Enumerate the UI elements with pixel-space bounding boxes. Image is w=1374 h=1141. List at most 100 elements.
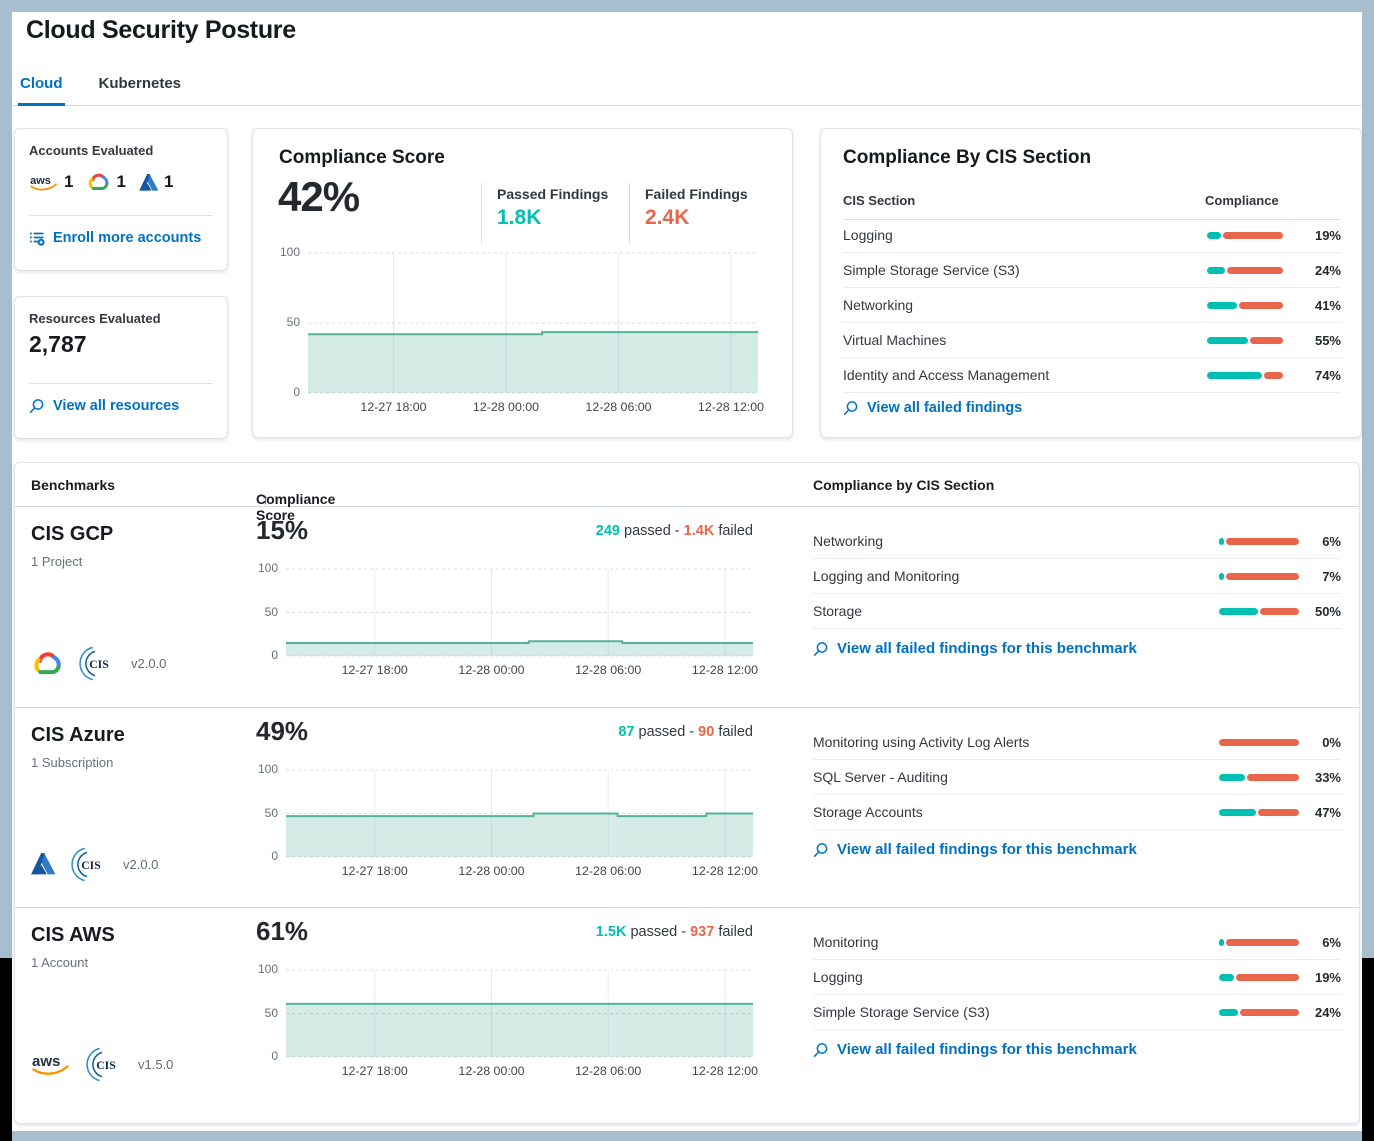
enroll-more-accounts-link[interactable]: Enroll more accounts <box>29 230 201 246</box>
passed-failed-summary: 87 passed - 90 failed <box>618 724 753 740</box>
cis-azure-trend-chart: 0 50 100 12-27 18:00 12-28 00:00 12-28 06:00 1… <box>257 762 759 878</box>
view-all-failed-findings-link[interactable]: View all failed findings <box>843 400 1022 416</box>
view-failed-findings-benchmark-link[interactable]: View all failed findings for this benchm… <box>813 1041 1137 1058</box>
compliance-bar <box>1219 738 1299 746</box>
gcp-account-count: 1 <box>86 172 126 192</box>
azure-account-count: 1 <box>139 172 173 192</box>
cis-benchmark-logo-icon: CIS <box>86 1047 116 1081</box>
svg-text:aws: aws <box>32 1053 60 1070</box>
benchmarks-table: Benchmarks Compliance Score ↑ Compliance … <box>14 462 1361 1124</box>
table-row: SQL Server - Auditing 33% <box>813 760 1341 795</box>
benchmark-cis-sections: Monitoring 6% Logging 19% Simple Storage S… <box>813 925 1341 1030</box>
compliance-bar <box>1207 231 1283 239</box>
benchmark-row-cis-aws: CIS AWS 1 Account aws CIS v1.5.0 61% 1.5K … <box>15 907 1361 1107</box>
passed-findings-value: 1.8K <box>497 206 542 229</box>
table-row: Networking 6% <box>813 524 1341 559</box>
compliance-by-cis-section-card: Compliance By CIS Section CIS Section Co… <box>820 128 1362 438</box>
table-row: Monitoring using Activity Log Alerts 0% <box>813 725 1341 760</box>
page-title: Cloud Security Posture <box>26 16 296 44</box>
view-failed-findings-benchmark-link[interactable]: View all failed findings for this benchm… <box>813 841 1137 858</box>
cis-section-card-title: Compliance By CIS Section <box>843 147 1092 168</box>
benchmark-cis-sections: Networking 6% Logging and Monitoring 7% St… <box>813 524 1341 629</box>
cis-benchmark-logo-icon: CIS <box>71 847 101 881</box>
overall-compliance-score: 42% <box>278 173 360 220</box>
table-row: Monitoring 6% <box>813 925 1341 960</box>
table-row: Simple Storage Service (S3) 24% <box>813 995 1341 1030</box>
table-row: Storage 50% <box>813 594 1341 629</box>
svg-text:CIS: CIS <box>96 1058 115 1071</box>
cis-benchmark-logo-icon: CIS <box>79 646 109 680</box>
compliance-bar <box>1219 973 1299 981</box>
col-cis-section: CIS Section <box>843 193 916 208</box>
compliance-bar <box>1207 301 1283 309</box>
view-all-resources-link[interactable]: View all resources <box>29 398 179 414</box>
table-row: Simple Storage Service (S3) 24% <box>843 253 1341 288</box>
table-row: Storage Accounts 47% <box>813 795 1341 830</box>
cis-table-header: CIS Section Compliance <box>843 193 1341 220</box>
benchmark-score: 15% <box>256 515 309 545</box>
screen-background-strip <box>1362 958 1374 1141</box>
benchmark-cis-sections: Monitoring using Activity Log Alerts 0% S… <box>813 725 1341 830</box>
compliance-bar <box>1219 808 1299 816</box>
compliance-bar <box>1219 537 1299 545</box>
compliance-bar <box>1219 773 1299 781</box>
tab-kubernetes[interactable]: Kubernetes <box>98 75 182 92</box>
sort-ascending-icon: ↑ <box>262 491 269 507</box>
benchmark-logos: aws CIS v1.5.0 <box>31 1044 173 1084</box>
benchmark-version: v2.0.0 <box>123 856 159 872</box>
passed-findings-stat: Passed Findings 1.8K <box>497 186 609 229</box>
resources-evaluated-title: Resources Evaluated <box>29 311 161 326</box>
search-icon <box>813 641 828 656</box>
compliance-bar <box>1207 336 1283 344</box>
compliance-score-trend-chart: 0 50 100 12-27 18:00 12-28 00:00 12-28 06:00 1… <box>279 245 765 414</box>
benchmark-score: 61% <box>256 916 309 946</box>
azure-logo-icon <box>139 173 159 191</box>
cloud-security-posture-page: Cloud Security Posture Cloud Kubernetes … <box>12 12 1362 1131</box>
compliance-score-card: Compliance Score 42% Passed Findings 1.8… <box>252 128 793 438</box>
azure-logo-icon <box>31 853 56 875</box>
cis-gcp-trend-chart: 0 50 100 12-27 18:00 12-28 00:00 12-28 06:00 1… <box>257 561 759 677</box>
table-row: Logging and Monitoring 7% <box>813 559 1341 594</box>
compliance-bar <box>1207 266 1283 274</box>
divider <box>481 183 482 243</box>
cis-section-rows: Logging 19% Simple Storage Service (S3) 24… <box>843 218 1341 393</box>
table-row: Logging 19% <box>813 960 1341 995</box>
provider-counts: aws 1 1 1 <box>29 167 173 197</box>
compliance-bar <box>1219 572 1299 580</box>
view-failed-findings-benchmark-link[interactable]: View all failed findings for this benchm… <box>813 640 1137 657</box>
divider <box>29 383 213 384</box>
search-icon <box>813 842 828 857</box>
compliance-score-title: Compliance Score <box>279 147 445 168</box>
enroll-accounts-icon <box>30 232 45 246</box>
compliance-bar <box>1219 1008 1299 1016</box>
search-icon <box>813 1042 828 1057</box>
search-icon <box>843 401 858 415</box>
benchmark-row-cis-azure: CIS Azure 1 Subscription CIS v2.0.0 49% 8… <box>15 707 1361 907</box>
search-icon <box>29 399 44 413</box>
passed-failed-summary: 1.5K passed - 937 failed <box>595 924 753 940</box>
accounts-evaluated-card: Accounts Evaluated aws 1 1 1 Enroll more … <box>14 128 228 271</box>
divider <box>29 215 213 216</box>
compliance-bar <box>1219 938 1299 946</box>
table-row: Logging 19% <box>843 218 1341 253</box>
google-cloud-logo-icon <box>34 651 61 674</box>
col-compliance-by-cis-section: Compliance by CIS Section <box>813 477 995 493</box>
resources-evaluated-card: Resources Evaluated 2,787 View all resou… <box>14 296 228 439</box>
benchmark-row-cis-gcp: CIS GCP 1 Project CIS v2.0.0 15% 249 pass… <box>15 507 1361 707</box>
table-row: Virtual Machines 55% <box>843 323 1341 358</box>
google-cloud-logo-icon <box>89 173 109 190</box>
col-compliance: Compliance <box>1205 193 1279 208</box>
svg-text:aws: aws <box>30 174 51 186</box>
compliance-bar <box>1207 371 1283 379</box>
benchmark-version: v2.0.0 <box>131 655 167 671</box>
aws-logo-icon: aws <box>30 174 57 190</box>
divider <box>629 183 630 243</box>
compliance-bar <box>1219 607 1299 615</box>
tab-cloud[interactable]: Cloud <box>18 75 65 106</box>
benchmark-logos: CIS v2.0.0 <box>31 844 158 884</box>
passed-failed-summary: 249 passed - 1.4K failed <box>595 523 753 539</box>
benchmark-version: v1.5.0 <box>138 1056 174 1072</box>
accounts-evaluated-title: Accounts Evaluated <box>29 143 154 158</box>
svg-text:CIS: CIS <box>89 657 108 670</box>
